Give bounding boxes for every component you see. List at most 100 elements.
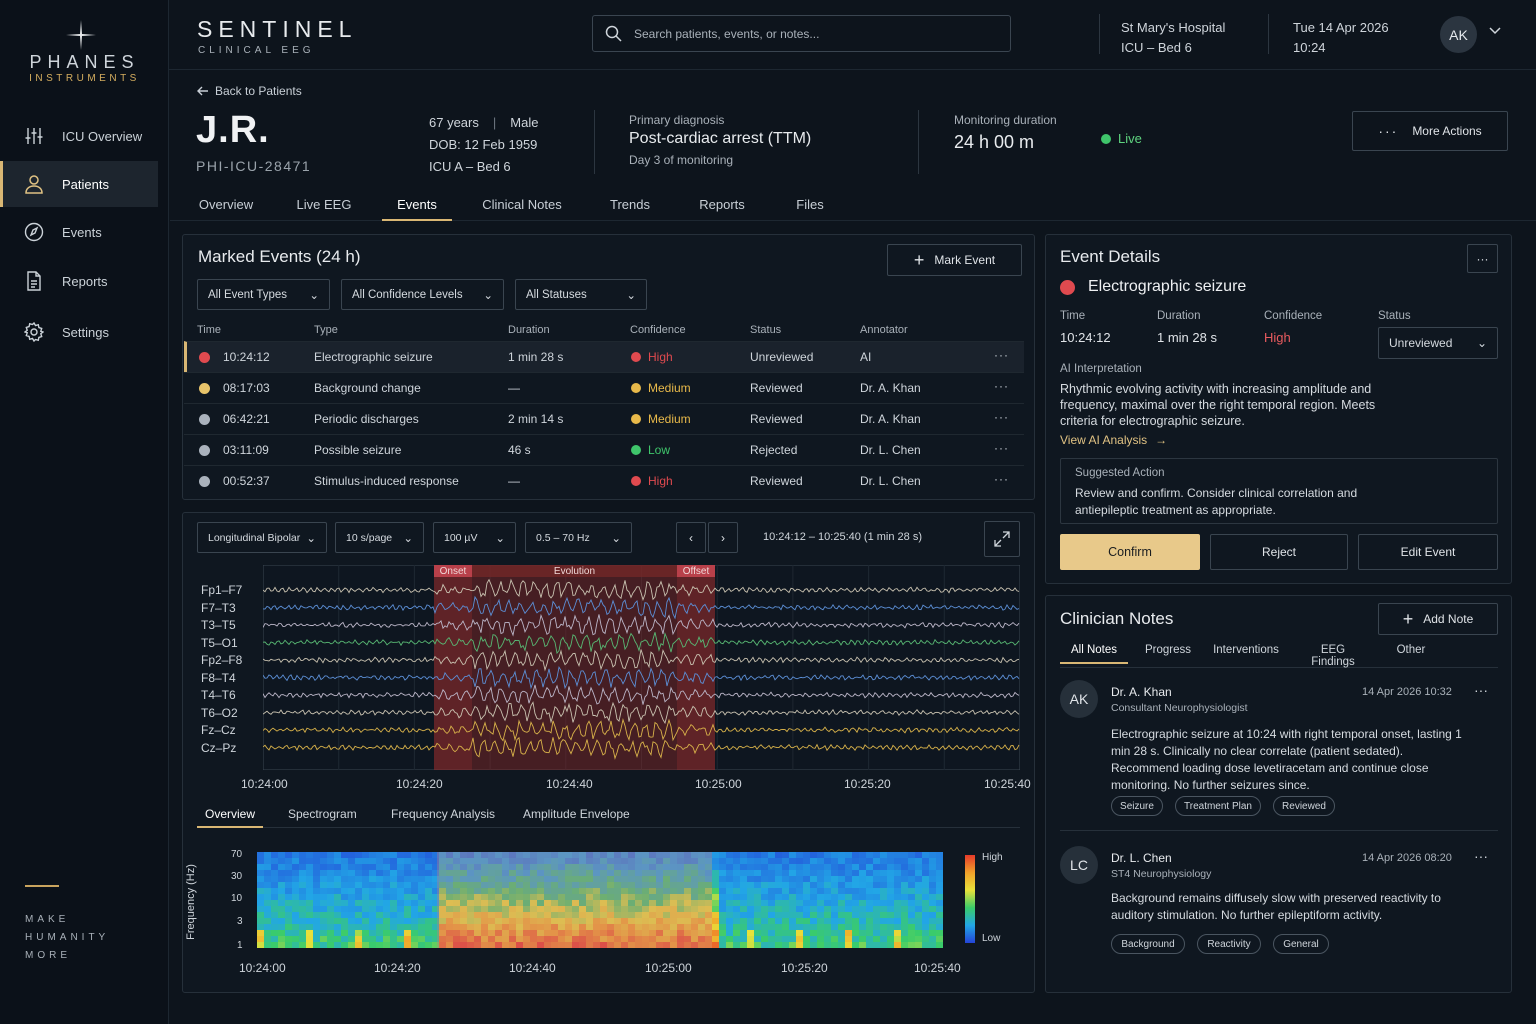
notes-tab-interventions[interactable]: Interventions — [1213, 644, 1279, 656]
expand-button[interactable] — [984, 521, 1020, 557]
note-tag[interactable]: Seizure — [1111, 796, 1163, 816]
subtab-spectrogram[interactable]: Spectrogram — [288, 807, 357, 821]
spectrogram-cell — [607, 888, 615, 895]
event-type-filter[interactable]: All Event Types ⌄ — [197, 279, 330, 310]
row-menu-icon[interactable]: ··· — [994, 441, 1009, 455]
spectrogram-cell — [411, 900, 419, 907]
montage-select[interactable]: Longitudinal Bipolar ⌄ — [197, 522, 327, 553]
marker-label: Offset — [683, 566, 710, 577]
tab-reports[interactable]: Reports — [699, 197, 745, 212]
confidence-filter[interactable]: All Confidence Levels ⌄ — [341, 279, 504, 310]
spectrogram-cell — [495, 852, 503, 859]
spectrogram-cell — [411, 924, 419, 931]
spectrogram[interactable] — [257, 852, 943, 948]
gain-select[interactable]: 100 µV ⌄ — [433, 522, 516, 553]
subtab-overview[interactable]: Overview — [205, 807, 256, 821]
note-tag[interactable]: Treatment Plan — [1175, 796, 1261, 816]
nav-item-events[interactable]: Events — [0, 209, 158, 255]
spectrogram-cell — [852, 912, 860, 919]
chevron-down-icon[interactable] — [1489, 26, 1501, 36]
notes-tab-other[interactable]: Other — [1396, 644, 1426, 656]
notes-tab-all-notes[interactable]: All Notes — [1060, 644, 1128, 664]
spectrogram-cell — [593, 936, 601, 943]
spectrogram-cell — [915, 888, 923, 895]
row-menu-icon[interactable]: ··· — [994, 379, 1009, 393]
spectrogram-cell — [845, 882, 853, 889]
notes-tab-progress[interactable]: Progress — [1144, 644, 1192, 656]
spectrogram-cell — [425, 936, 433, 943]
table-row[interactable]: 03:11:09 Possible seizure 46 s Low Rejected D… — [184, 434, 1024, 465]
subtab-frequency-analysis[interactable]: Frequency Analysis — [391, 807, 496, 821]
next-page-button[interactable]: › — [708, 522, 738, 553]
spectrogram-cell — [894, 936, 902, 943]
note-menu-icon[interactable]: ··· — [1474, 682, 1488, 698]
spectrogram-cell — [299, 852, 307, 859]
divider — [918, 110, 919, 174]
tab-trends[interactable]: Trends — [610, 197, 650, 212]
spectrogram-cell — [810, 924, 818, 931]
spectrogram-cell — [306, 936, 314, 943]
spectrogram-cell — [929, 936, 937, 943]
eeg-waveform-chart[interactable]: Onset Evolution Offset — [263, 565, 1020, 770]
page-speed-select[interactable]: 10 s/page ⌄ — [335, 522, 424, 553]
spectrogram-cell — [726, 876, 734, 883]
row-menu-icon[interactable]: ··· — [994, 472, 1009, 486]
note-tag[interactable]: Reviewed — [1273, 796, 1335, 816]
search-input[interactable]: Search patients, events, or notes... — [592, 15, 1011, 52]
spectrogram-cell — [621, 894, 629, 901]
note-tag[interactable]: Background — [1111, 934, 1185, 954]
more-actions-button[interactable]: ··· More Actions — [1352, 111, 1508, 151]
table-row[interactable]: 10:24:12 Electrographic seizure 1 min 28 s… — [184, 341, 1024, 372]
spectrogram-cell — [278, 918, 286, 925]
tab-live-eeg[interactable]: Live EEG — [296, 197, 352, 212]
edit-event-button[interactable]: Edit Event — [1358, 534, 1498, 570]
previous-page-button[interactable]: ‹ — [676, 522, 706, 553]
reject-button[interactable]: Reject — [1210, 534, 1348, 570]
marker-band — [434, 565, 472, 577]
subtab-amplitude-envelope[interactable]: Amplitude Envelope — [523, 807, 630, 821]
mark-event-button[interactable]: + Mark Event — [887, 244, 1022, 276]
table-row[interactable]: 06:42:21 Periodic discharges 2 min 14 s Med… — [184, 403, 1024, 434]
user-avatar[interactable]: AK — [1440, 16, 1477, 53]
spectrogram-cell — [271, 858, 279, 865]
add-note-button[interactable]: + Add Note — [1378, 603, 1498, 635]
view-ai-analysis-link[interactable]: View AI Analysis → — [1060, 433, 1167, 447]
spectrogram-cell — [789, 912, 797, 919]
notes-tab-eeg-findings[interactable]: EEG Findings — [1311, 644, 1355, 668]
nav-item-icu-overview[interactable]: ICU Overview — [0, 113, 158, 159]
chevron-down-icon: ⌄ — [309, 289, 319, 302]
spectrogram-cell — [278, 870, 286, 877]
spectrogram-cell — [747, 912, 755, 919]
spectrogram-cell — [334, 918, 342, 925]
status-filter[interactable]: All Statuses ⌄ — [515, 279, 647, 310]
row-menu-icon[interactable]: ··· — [994, 410, 1009, 424]
spectrogram-cell — [656, 894, 664, 901]
spectrogram-cell — [502, 852, 510, 859]
tab-files[interactable]: Files — [796, 197, 824, 212]
table-row[interactable]: 00:52:37 Stimulus-induced response — High Re… — [184, 465, 1024, 496]
spectrogram-cell — [796, 942, 804, 948]
spectrogram-cell — [922, 852, 930, 859]
filter-select[interactable]: 0.5 – 70 Hz ⌄ — [525, 522, 632, 553]
tab-clinical-notes[interactable]: Clinical Notes — [482, 197, 562, 212]
nav-item-settings[interactable]: Settings — [0, 309, 158, 355]
tab-overview[interactable]: Overview — [198, 197, 254, 212]
spectrogram-cell — [544, 882, 552, 889]
nav-item-reports[interactable]: Reports — [0, 258, 158, 304]
tab-events[interactable]: Events — [382, 192, 452, 221]
spectrogram-cell — [873, 864, 881, 871]
details-menu-button[interactable]: ··· — [1467, 244, 1498, 273]
spectrogram-cell — [936, 936, 943, 943]
table-row[interactable]: 08:17:03 Background change — Medium Reviewed… — [184, 372, 1024, 403]
nav-item-patients[interactable]: Patients — [0, 161, 158, 207]
spectrogram-cell — [355, 900, 363, 907]
note-tag[interactable]: Reactivity — [1197, 934, 1261, 954]
note-menu-icon[interactable]: ··· — [1474, 848, 1488, 864]
status-select[interactable]: Unreviewed ⌄ — [1378, 327, 1498, 359]
spectrogram-cell — [810, 906, 818, 913]
row-menu-icon[interactable]: ··· — [994, 348, 1009, 362]
back-to-patients-link[interactable]: Back to Patients — [197, 84, 302, 98]
confirm-button[interactable]: Confirm — [1060, 534, 1200, 570]
spectrogram-cell — [306, 852, 314, 859]
note-tag[interactable]: General — [1273, 934, 1329, 954]
